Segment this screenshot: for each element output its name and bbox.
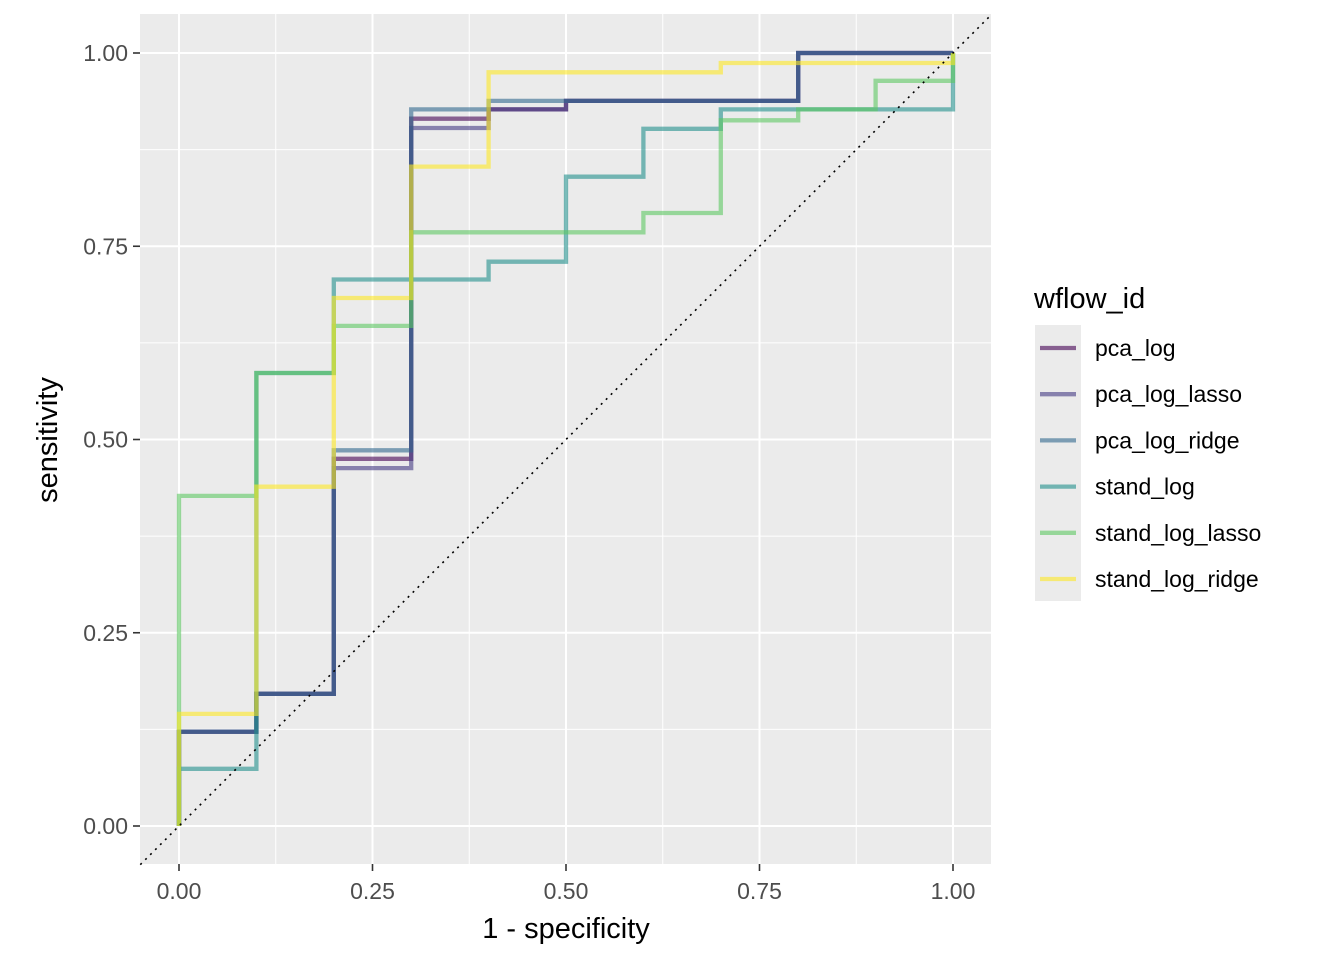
legend-item: stand_log_lasso <box>1040 520 1261 546</box>
y-axis: 0.00 0.25 0.50 0.75 1.00 <box>83 40 140 839</box>
legend-item: stand_log_ridge <box>1040 566 1259 592</box>
legend-label: stand_log_ridge <box>1095 566 1259 592</box>
grid-major <box>140 14 991 864</box>
y-axis-title: sensitivity <box>32 377 64 503</box>
x-tick-label: 0.50 <box>544 878 589 904</box>
y-tick-label: 0.75 <box>83 233 128 259</box>
series-line-stand-log-lasso <box>176 53 956 826</box>
x-tick-label: 1.00 <box>931 878 976 904</box>
x-axis: 0.00 0.25 0.50 0.75 1.00 <box>157 864 976 904</box>
legend-label: pca_log <box>1095 335 1176 361</box>
legend: wflow_id pca_log pca_log_lasso pca_log_rid… <box>1033 283 1261 601</box>
y-tick-label: 0.00 <box>83 813 128 839</box>
legend-item: pca_log_lasso <box>1040 381 1242 407</box>
legend-label: pca_log_lasso <box>1095 381 1242 407</box>
legend-label: stand_log <box>1095 474 1195 500</box>
x-tick-label: 0.00 <box>157 878 202 904</box>
x-tick-label: 0.25 <box>350 878 395 904</box>
series-layer <box>176 50 956 826</box>
x-tick-label: 0.75 <box>737 878 782 904</box>
x-axis-title: 1 - specificity <box>482 913 650 945</box>
legend-item: stand_log <box>1040 474 1195 500</box>
diagonal-reference-line <box>139 13 993 866</box>
legend-key-background <box>1035 325 1081 601</box>
legend-item: pca_log_ridge <box>1040 427 1240 453</box>
legend-label: pca_log_ridge <box>1095 427 1240 453</box>
legend-label: stand_log_lasso <box>1095 520 1261 546</box>
y-tick-label: 1.00 <box>83 40 128 66</box>
legend-items: pca_log pca_log_lasso pca_log_ridge stand_l… <box>1040 335 1261 592</box>
legend-title: wflow_id <box>1033 283 1145 315</box>
series-line-stand-log-ridge <box>176 53 956 826</box>
legend-item: pca_log <box>1040 335 1176 361</box>
y-tick-label: 0.50 <box>83 427 128 453</box>
y-tick-label: 0.25 <box>83 620 128 646</box>
